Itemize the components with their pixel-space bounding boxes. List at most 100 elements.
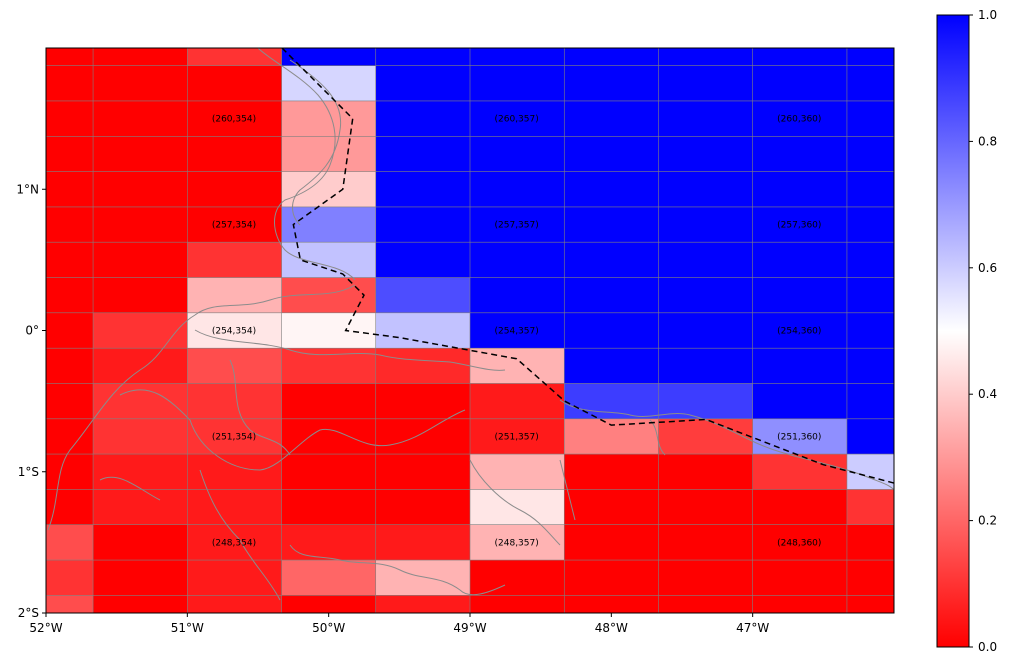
heatmap-cell xyxy=(93,595,188,614)
heatmap-cell xyxy=(470,206,565,243)
heatmap-cell xyxy=(658,524,754,561)
cell-label: (257,354) xyxy=(212,221,256,231)
heatmap-cell xyxy=(46,348,94,384)
heatmap-cell xyxy=(187,136,283,173)
heatmap-cell xyxy=(564,418,659,455)
heatmap-cell xyxy=(658,489,754,526)
heatmap-cell xyxy=(564,206,659,243)
heatmap-cell xyxy=(375,348,471,384)
cell-labels: (260,354) (260,357) (260,360) (257,354) (257… xyxy=(212,115,822,549)
heatmap-cell xyxy=(93,277,188,314)
heatmap-cell xyxy=(470,136,565,173)
heatmap-cell xyxy=(187,418,283,455)
heatmap-cell xyxy=(658,206,754,243)
cell-label: (248,360) xyxy=(777,538,821,548)
heatmap-cell xyxy=(375,136,471,173)
heatmap-cell xyxy=(564,277,659,314)
heatmap-cell xyxy=(564,383,659,420)
heatmap-cell xyxy=(470,242,565,279)
heatmap-cell xyxy=(658,48,754,67)
heatmap-cell xyxy=(564,595,659,614)
boundary-dashed-line xyxy=(281,47,895,484)
heatmap-cell xyxy=(658,418,754,455)
cell-label: (248,357) xyxy=(495,538,539,548)
cell-label: (254,354) xyxy=(212,327,256,337)
heatmap-cell xyxy=(752,560,848,596)
heatmap-cell xyxy=(846,171,895,208)
heatmap-cell xyxy=(658,136,754,173)
heatmap-cell xyxy=(564,489,659,526)
heatmap-cell xyxy=(187,595,283,614)
heatmap-cell xyxy=(658,312,754,349)
heatmap-cell xyxy=(470,348,565,384)
heatmap-cell xyxy=(846,524,895,561)
heatmap-cell xyxy=(470,524,565,561)
heatmap-cell xyxy=(375,454,471,490)
heatmap-cell xyxy=(375,65,471,102)
heatmap-cell xyxy=(187,560,283,596)
colorbar xyxy=(936,14,970,648)
cell-label: (248,354) xyxy=(212,538,256,548)
heatmap-cell xyxy=(564,100,659,137)
heatmap-cell xyxy=(281,454,377,490)
x-tick-label: 49°W xyxy=(453,621,486,635)
heatmap-cell xyxy=(564,348,659,384)
heatmap-cell xyxy=(846,560,895,596)
heatmap-cell xyxy=(187,206,283,243)
heatmap-cell xyxy=(564,454,659,490)
heatmap-cell xyxy=(281,383,377,420)
coastline-north xyxy=(257,47,356,281)
heatmap-cell xyxy=(281,48,377,67)
cell-label: (257,360) xyxy=(777,221,821,231)
y-tick-label: 1°N xyxy=(16,182,39,196)
heatmap-cell xyxy=(93,312,188,349)
heatmap-cell xyxy=(752,100,848,137)
heatmap-cell xyxy=(846,418,895,455)
heatmap-cell xyxy=(93,48,188,67)
cell-label: (251,360) xyxy=(777,432,821,442)
heatmap-cell xyxy=(187,65,283,102)
heatmap-cell xyxy=(375,560,471,596)
heatmap-cell xyxy=(281,242,377,279)
heatmap-cell xyxy=(846,206,895,243)
heatmap-cell xyxy=(658,277,754,314)
heatmap-cell xyxy=(658,100,754,137)
heatmap-cell xyxy=(281,65,377,102)
heatmap-cell xyxy=(93,489,188,526)
cell-label: (254,360) xyxy=(777,327,821,337)
heatmap-cell xyxy=(281,312,377,349)
heatmap-cells xyxy=(46,48,895,614)
y-tick-label: 1°S xyxy=(18,465,39,479)
heatmap-cell xyxy=(187,489,283,526)
heatmap-cell xyxy=(470,383,565,420)
heatmap-cell xyxy=(846,136,895,173)
heatmap-cell xyxy=(281,595,377,614)
coastline-estuary xyxy=(194,329,506,456)
heatmap-cell xyxy=(93,418,188,455)
heatmap-cell xyxy=(375,383,471,420)
colorbar-ticks: 0.0 0.2 0.4 0.6 0.8 1.0 xyxy=(969,8,997,654)
cell-label: (260,354) xyxy=(212,115,256,125)
heatmap-cell xyxy=(658,171,754,208)
cell-label: (251,354) xyxy=(212,432,256,442)
heatmap-cell xyxy=(281,560,377,596)
heatmap-cell xyxy=(375,489,471,526)
y-tick-label: 0° xyxy=(25,324,39,338)
heatmap-cell xyxy=(658,348,754,384)
heatmap-cell xyxy=(93,560,188,596)
heatmap-cell xyxy=(752,524,848,561)
heatmap-cell xyxy=(281,206,377,243)
heatmap-cell xyxy=(93,171,188,208)
heatmap-cell xyxy=(846,48,895,67)
heatmap-cell xyxy=(846,383,895,420)
heatmap-cell xyxy=(281,171,377,208)
coastline-marajo xyxy=(47,284,466,531)
heatmap-cell xyxy=(375,100,471,137)
heatmap-cell xyxy=(470,454,565,490)
heatmap-cell xyxy=(187,100,283,137)
heatmap-cell xyxy=(93,242,188,279)
heatmap-cell xyxy=(46,312,94,349)
heatmap-cell xyxy=(846,489,895,526)
heatmap-cell xyxy=(281,100,377,137)
